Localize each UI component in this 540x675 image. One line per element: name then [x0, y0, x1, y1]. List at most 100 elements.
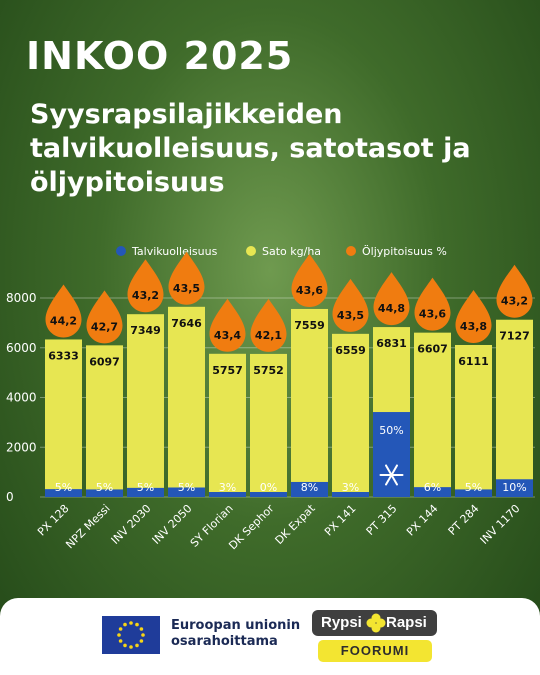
oil-label: 44,2 [50, 314, 77, 327]
oil-label: 42,1 [255, 329, 282, 342]
yield-bar [127, 314, 164, 497]
winter-kill-label: 8% [301, 481, 318, 494]
winter-kill-label: 5% [137, 481, 154, 494]
x-category-label: PT 315 [364, 502, 400, 538]
oil-label: 43,5 [337, 309, 364, 322]
yield-label: 6333 [48, 349, 79, 362]
eu-text-line1: Euroopan unionin [171, 618, 301, 633]
eu-star [141, 633, 145, 637]
eu-star [118, 639, 123, 643]
yield-bar [414, 332, 451, 497]
oil-label: 44,8 [378, 302, 405, 315]
winter-kill-label: 5% [96, 481, 113, 494]
yield-bar [455, 344, 492, 497]
oil-label: 42,7 [91, 320, 118, 333]
eu-star [129, 645, 133, 649]
eu-star [123, 622, 127, 627]
winter-kill-label: 3% [219, 481, 236, 494]
bar-chart: 0 2000 4000 6000 8000 Talvikuolleisuus Sato k… [6, 245, 535, 552]
oil-drop-marker [455, 289, 492, 343]
legend-marker [116, 246, 126, 256]
oil-label: 43,2 [132, 289, 159, 302]
logo-word-rypsi: Rypsi [321, 614, 362, 631]
yield-label: 7559 [294, 319, 325, 332]
yield-bar [45, 339, 82, 497]
winter-kill-label: 0% [260, 481, 277, 494]
x-category-label: PX 128 [35, 502, 72, 539]
winter-kill-bar [496, 479, 533, 497]
x-category-label: PX 144 [404, 502, 441, 539]
eu-star [118, 627, 123, 631]
winter-kill-bar [127, 487, 164, 497]
x-category-label: DK Sephor [226, 502, 277, 553]
winter-kill-label: 3% [342, 481, 359, 494]
eu-text-line2: osarahoittama [171, 634, 278, 649]
winter-kill-label: 10% [502, 481, 526, 494]
yield-bar [291, 308, 328, 497]
oil-drop-marker [209, 298, 246, 352]
oil-drop-marker [373, 272, 410, 326]
yield-label: 5752 [253, 364, 284, 377]
yield-label: 6607 [417, 343, 448, 356]
yield-bar [332, 333, 369, 497]
eu-star [135, 643, 139, 648]
oil-label: 43,8 [460, 320, 487, 333]
winter-kill-bar [332, 492, 369, 497]
x-category-label: NPZ Messi [63, 502, 112, 551]
snowflake-icon [379, 464, 404, 486]
x-category-label: INV 1170 [478, 502, 523, 547]
yield-label: 6111 [458, 355, 489, 368]
eu-funding-text: Euroopan unionin osarahoittama [171, 618, 300, 650]
legend-marker [346, 246, 356, 256]
winter-kill-bar [250, 492, 287, 497]
oil-drop-marker [414, 277, 451, 331]
winter-kill-bar [168, 487, 205, 497]
winter-kill-label: 5% [178, 481, 195, 494]
page-title: INKOO 2025 [26, 34, 294, 78]
oil-drop-marker [168, 251, 205, 305]
footer: Euroopan unionin osarahoittama Rypsi Rap… [0, 598, 540, 675]
oil-label: 43,4 [214, 329, 241, 342]
x-category-label: DK Expat [273, 501, 319, 547]
y-tick-label: 4000 [6, 391, 37, 405]
legend-marker [246, 246, 256, 256]
yield-bar [250, 353, 287, 497]
yield-bar [209, 353, 246, 497]
eu-star [135, 622, 139, 627]
eu-star [129, 621, 133, 625]
clover-icon [366, 613, 386, 633]
eu-star [139, 627, 144, 631]
oil-drop-marker [291, 253, 328, 307]
winter-kill-label: 5% [55, 481, 72, 494]
oil-drop-marker [127, 259, 164, 313]
legend: Talvikuolleisuus Sato kg/ha Öljypitoisuus … [116, 245, 447, 258]
winter-kill-bar [86, 489, 123, 497]
winter-kill-bar [414, 487, 451, 497]
eu-flag-icon [102, 616, 160, 654]
legend-label: Talvikuolleisuus [131, 245, 218, 258]
yield-label: 6831 [376, 337, 407, 350]
oil-label: 43,5 [173, 282, 200, 295]
page-subtitle: Syysrapsilajikkeiden talvikuolleisuus, s… [30, 99, 471, 198]
x-category-label: PX 141 [322, 502, 359, 539]
eu-star [139, 639, 144, 643]
y-tick-label: 6000 [6, 341, 37, 355]
foorumi-logo: FOORUMI [318, 640, 432, 662]
winter-kill-bar [209, 492, 246, 497]
yield-bar [168, 306, 205, 497]
x-category-label: PT 284 [446, 502, 482, 538]
oil-drop-marker [250, 298, 287, 352]
logo-word-rapsi: Rapsi [386, 614, 427, 631]
oil-drop-marker [86, 290, 123, 344]
x-category-label: INV 2030 [109, 502, 154, 547]
winter-kill-bar [455, 489, 492, 497]
winter-kill-bar [45, 489, 82, 497]
y-tick-label: 0 [6, 490, 14, 504]
winter-kill-label: 5% [465, 481, 482, 494]
legend-label: Öljypitoisuus % [362, 245, 447, 258]
oil-label: 43,2 [501, 295, 528, 308]
oil-label: 43,6 [296, 284, 323, 297]
yield-bar [496, 319, 533, 497]
y-tick-label: 2000 [6, 440, 37, 454]
